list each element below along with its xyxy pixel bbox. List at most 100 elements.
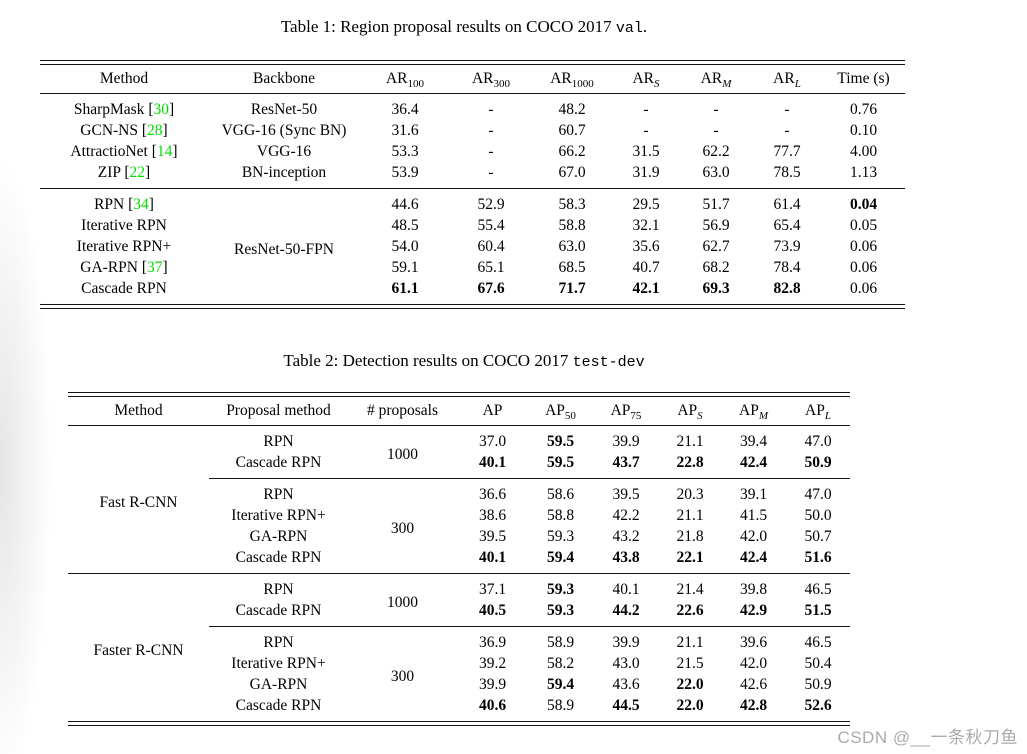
value-cell: - bbox=[643, 101, 649, 118]
value-cell: 39.8 bbox=[721, 573, 786, 600]
value-cell: 36.6 bbox=[457, 478, 528, 505]
citation-ref: 37 bbox=[147, 259, 163, 276]
value-cell: 60.4 bbox=[477, 238, 505, 255]
value-cell: 61.4 bbox=[752, 188, 822, 215]
value-cell: 58.2 bbox=[546, 655, 575, 672]
header-label: Backbone bbox=[253, 70, 315, 87]
value-cell: 78.5 bbox=[773, 164, 801, 181]
method-cell: GCN-NS [28] bbox=[80, 122, 168, 139]
table-row: GCN-NS [28] VGG-16 (Sync BN) 31.6 - 60.7 - - - 0… bbox=[40, 120, 905, 141]
backbone-cell: VGG-16 bbox=[256, 143, 312, 160]
value-cell: 40.6 bbox=[478, 697, 507, 714]
table-row: Cascade RPN 40.1 59.5 43.7 22.8 42.4 50.9 bbox=[68, 452, 850, 479]
backbone-cell: ResNet-50-FPN bbox=[208, 188, 360, 304]
value-cell: 42.1 bbox=[632, 280, 660, 297]
value-cell: 65.1 bbox=[477, 259, 505, 276]
value-cell: 50.9 bbox=[804, 454, 832, 471]
value-cell: 22.0 bbox=[676, 697, 704, 714]
header-label: AR bbox=[773, 70, 795, 87]
value-cell: 42.8 bbox=[739, 697, 768, 714]
value-cell: 21.4 bbox=[659, 573, 721, 600]
citation-ref: 28 bbox=[147, 122, 163, 139]
header-label: AR bbox=[471, 70, 494, 87]
method-cell: RPN [34] bbox=[40, 188, 208, 215]
header-label: Proposal method bbox=[226, 402, 331, 419]
value-cell: 67.6 bbox=[477, 280, 505, 297]
table-row: GA-RPN [37] 59.1 65.1 68.5 40.7 68.2 78.4 0.06 bbox=[40, 257, 905, 278]
value-cell: 42.4 bbox=[739, 549, 768, 566]
method-cell: Iterative RPN+ bbox=[40, 236, 208, 257]
value-cell: 22.0 bbox=[676, 676, 704, 693]
value-cell: 44.5 bbox=[612, 697, 640, 714]
value-cell: 68.2 bbox=[702, 259, 730, 276]
proposal-method-cell: Iterative RPN+ bbox=[231, 655, 326, 672]
value-cell: 59.1 bbox=[391, 259, 419, 276]
value-cell: 53.3 bbox=[391, 143, 419, 160]
value-cell: 77.7 bbox=[773, 143, 801, 160]
value-cell: 52.6 bbox=[804, 697, 832, 714]
value-cell: 82.8 bbox=[773, 280, 801, 297]
method-name: Cascade RPN bbox=[81, 280, 167, 297]
header-label: AP bbox=[482, 402, 503, 419]
value-cell: 22.8 bbox=[676, 454, 704, 471]
table-row: Cascade RPN 40.5 59.3 44.2 22.6 42.9 51.5 bbox=[68, 600, 850, 627]
value-cell: 63.0 bbox=[702, 164, 730, 181]
value-cell: 50.4 bbox=[804, 655, 832, 672]
value-cell: 39.5 bbox=[593, 478, 659, 505]
citation-ref: 14 bbox=[156, 143, 173, 160]
proposal-method-cell: GA-RPN bbox=[249, 676, 308, 693]
table1: Method Backbone AR100 AR300 AR1000 ARS ARM ARL T… bbox=[40, 60, 905, 309]
column-header: Backbone bbox=[208, 65, 360, 94]
table2-bottom-rule bbox=[68, 721, 850, 726]
backbone-cell: BN-inception bbox=[241, 164, 327, 181]
value-cell: 40.7 bbox=[632, 259, 660, 276]
value-cell: 62.7 bbox=[702, 238, 730, 255]
value-cell: 58.6 bbox=[528, 478, 593, 505]
table-row: GA-RPN 39.5 59.3 43.2 21.8 42.0 50.7 bbox=[68, 526, 850, 547]
value-cell: 59.4 bbox=[546, 676, 575, 693]
table-row: RPN [34] ResNet-50-FPN 44.6 52.9 58.3 29.5 51.… bbox=[40, 188, 905, 304]
table2-caption: Table 2: Detection results on COCO 2017 … bbox=[0, 351, 928, 371]
value-cell: 42.0 bbox=[739, 655, 768, 672]
column-header: AP50 bbox=[528, 397, 593, 426]
method-cell: Cascade RPN bbox=[40, 278, 208, 304]
column-header: AR1000 bbox=[532, 65, 612, 94]
value-cell: 66.2 bbox=[558, 143, 586, 160]
column-header: APM bbox=[721, 397, 786, 426]
value-cell: - bbox=[713, 101, 719, 118]
value-cell: 1.13 bbox=[849, 164, 878, 181]
table2-header-row: Method Proposal method # proposals AP AP50 AP… bbox=[68, 397, 850, 426]
method-name: GCN-NS bbox=[80, 122, 138, 139]
num-proposals-cell: 1000 bbox=[387, 446, 418, 463]
value-cell: 59.5 bbox=[546, 454, 575, 471]
value-cell: 20.3 bbox=[659, 478, 721, 505]
proposal-method-cell: RPN bbox=[209, 626, 348, 653]
header-subscript: 300 bbox=[493, 78, 511, 91]
table2-caption-text: Table 2: Detection results on COCO 2017 bbox=[283, 351, 573, 370]
header-label: AR bbox=[550, 70, 572, 87]
header-subscript: 100 bbox=[407, 78, 425, 91]
method-cell: Iterative RPN bbox=[40, 215, 208, 236]
value-cell: 40.5 bbox=[478, 602, 507, 619]
value-cell: 68.5 bbox=[558, 259, 586, 276]
value-cell: - bbox=[713, 122, 719, 139]
value-cell: 50.9 bbox=[804, 676, 832, 693]
value-cell: 39.9 bbox=[612, 433, 640, 450]
value-cell: 58.8 bbox=[546, 507, 575, 524]
value-cell: 41.5 bbox=[739, 507, 768, 524]
table2: Method Proposal method # proposals AP AP50 AP… bbox=[68, 392, 850, 726]
value-cell: 59.3 bbox=[546, 528, 575, 545]
column-header: Method bbox=[68, 397, 209, 426]
table2-body: Fast R-CNN RPN 1000 37.0 59.5 39.9 21.1 39.4 47.… bbox=[68, 426, 850, 721]
header-subscript: M bbox=[758, 410, 768, 423]
table-row: Iterative RPN+ 39.2 58.2 43.0 21.5 42.0 50.4 bbox=[68, 653, 850, 674]
method-cell: Fast R-CNN bbox=[99, 493, 178, 511]
value-cell: 54.0 bbox=[391, 238, 419, 255]
table-row: Cascade RPN 40.1 59.4 43.8 22.1 42.4 51.6 bbox=[68, 547, 850, 574]
header-label: AP bbox=[739, 402, 759, 419]
header-row: Method Proposal method # proposals AP AP50 AP… bbox=[68, 397, 850, 426]
value-cell: 63.0 bbox=[558, 238, 586, 255]
value-cell: 37.1 bbox=[457, 573, 528, 600]
value-cell: - bbox=[488, 143, 494, 160]
num-proposals-cell: 1000 bbox=[348, 573, 457, 627]
